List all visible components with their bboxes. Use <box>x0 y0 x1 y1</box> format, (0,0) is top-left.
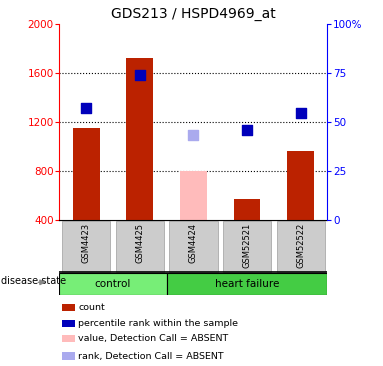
Bar <box>62 304 75 311</box>
Text: GSM4424: GSM4424 <box>189 223 198 263</box>
Bar <box>167 273 327 295</box>
Point <box>83 105 89 111</box>
Text: percentile rank within the sample: percentile rank within the sample <box>78 319 238 328</box>
Bar <box>116 221 164 272</box>
Text: disease state: disease state <box>1 276 66 285</box>
Bar <box>62 221 110 272</box>
Bar <box>62 335 75 343</box>
Text: GSM4423: GSM4423 <box>82 223 91 263</box>
Point <box>298 110 304 116</box>
Bar <box>59 273 167 295</box>
Bar <box>62 352 75 359</box>
Text: count: count <box>78 303 105 312</box>
Text: heart failure: heart failure <box>215 279 279 289</box>
Bar <box>169 221 218 272</box>
Text: value, Detection Call = ABSENT: value, Detection Call = ABSENT <box>78 335 228 343</box>
Bar <box>62 320 75 327</box>
Bar <box>287 151 314 220</box>
Title: GDS213 / HSPD4969_at: GDS213 / HSPD4969_at <box>111 7 276 21</box>
Text: GSM4425: GSM4425 <box>135 223 144 263</box>
Point <box>190 132 196 138</box>
Bar <box>180 171 207 220</box>
Bar <box>234 199 260 220</box>
Text: GSM52522: GSM52522 <box>296 223 305 268</box>
Bar <box>277 221 325 272</box>
Bar <box>73 128 100 220</box>
Text: GSM52521: GSM52521 <box>242 223 252 268</box>
Bar <box>223 221 271 272</box>
Point <box>137 72 143 78</box>
Bar <box>126 58 153 220</box>
Point <box>244 127 250 133</box>
Text: rank, Detection Call = ABSENT: rank, Detection Call = ABSENT <box>78 351 224 361</box>
Text: control: control <box>95 279 131 289</box>
